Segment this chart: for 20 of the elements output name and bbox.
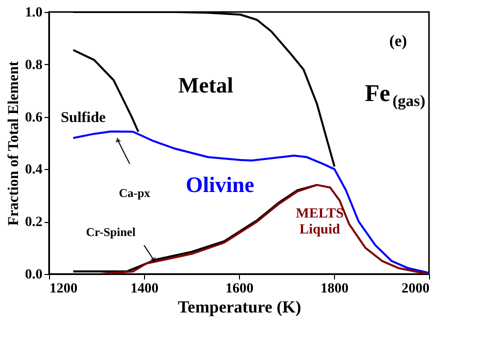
y-tick-label: 0.0 [25, 268, 42, 282]
y-tick-label: 1.0 [25, 6, 42, 20]
annotation: Olivine [186, 172, 254, 197]
annotation: Cr-Spinel [86, 225, 136, 240]
y-tick-label: 0.4 [25, 162, 42, 178]
annotation: MELTS Liquid [296, 206, 344, 238]
annotation: Ca-px [118, 186, 150, 200]
x-tick-label: 2000 [402, 282, 430, 296]
x-tick-label: 1200 [50, 282, 78, 296]
y-tick-label: 0.8 [25, 58, 42, 73]
x-tick-label: 1400 [130, 282, 158, 296]
x-axis-title: Temperature (K) [178, 298, 302, 316]
y-axis-title: Fraction of Total Element [6, 61, 22, 226]
x-tick-label: 1800 [320, 282, 348, 296]
y-tick-label: 0.2 [25, 215, 42, 230]
x-tick-label: 1600 [226, 282, 254, 296]
annotation: Metal [178, 72, 234, 98]
annotation: (e) [389, 32, 408, 50]
y-tick-label: 0.6 [25, 110, 42, 126]
annotation: Sulfide [60, 110, 106, 126]
